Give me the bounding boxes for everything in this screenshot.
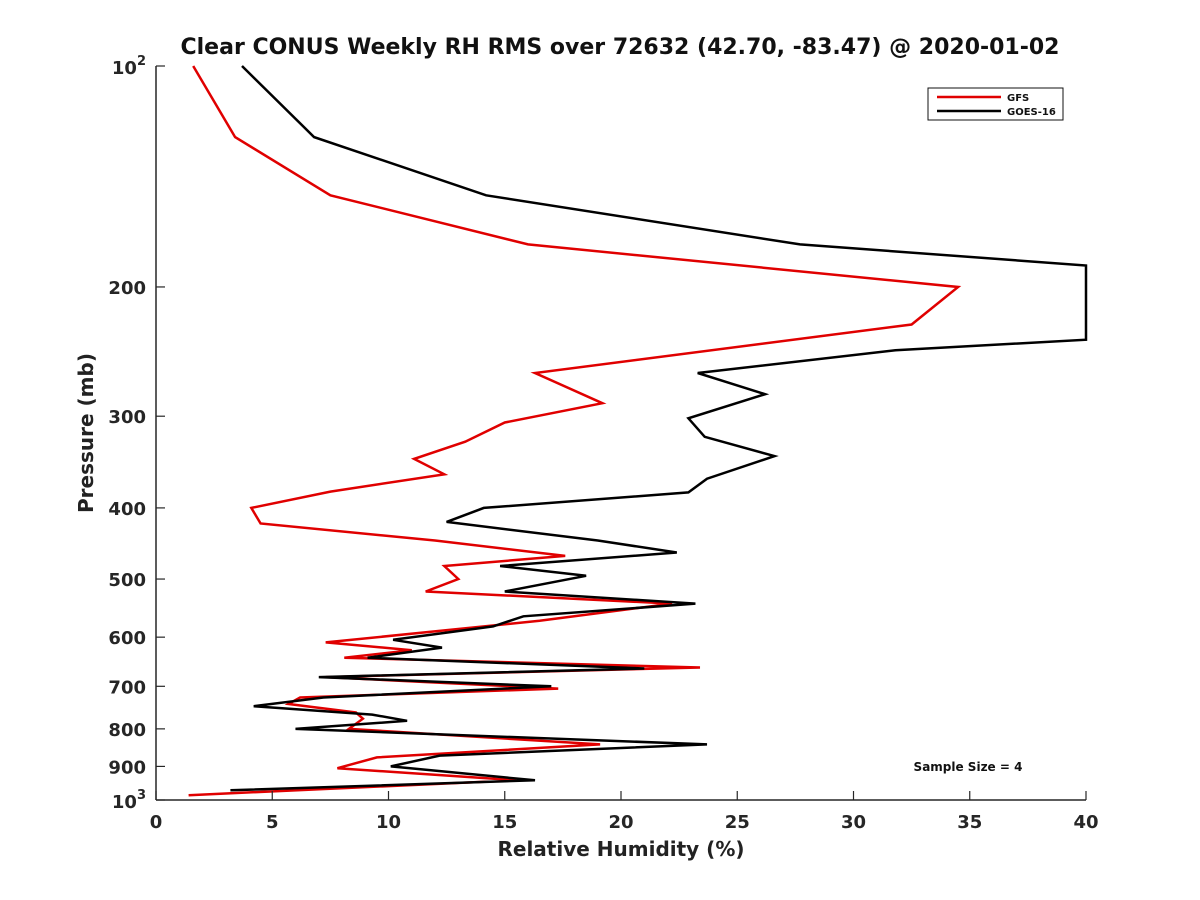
x-tick-label: 0	[150, 812, 163, 833]
legend: GFS GOES-16	[927, 87, 1064, 121]
x-tick-label: 30	[841, 812, 866, 833]
legend-entry-gfs: GFS	[1007, 93, 1029, 104]
y-tick-label: 200	[108, 278, 146, 299]
x-tick-label: 25	[725, 812, 750, 833]
y-axis-ticks: 200 300 400 500 600 700 800 900 102 103	[108, 54, 165, 813]
y-tick-label: 400	[108, 499, 146, 520]
x-axis-label: Relative Humidity (%)	[497, 837, 744, 861]
y-tick-label-power: 103	[112, 788, 146, 813]
y-tick-label: 300	[108, 407, 146, 428]
y-tick-label: 800	[108, 720, 146, 741]
series-layer	[188, 65, 1088, 797]
x-tick-label: 35	[957, 812, 982, 833]
y-tick-label: 700	[108, 677, 146, 698]
chart-title: Clear CONUS Weekly RH RMS over 72632 (42…	[181, 35, 1060, 60]
legend-box	[927, 87, 1064, 121]
y-tick-label-power: 102	[112, 54, 146, 79]
x-tick-label: 20	[608, 812, 633, 833]
x-tick-label: 15	[492, 812, 517, 833]
y-tick-label: 900	[108, 757, 146, 778]
x-tick-label: 40	[1073, 812, 1098, 833]
series-line-gfs	[188, 65, 962, 797]
x-tick-label: 10	[376, 812, 401, 833]
x-axis-ticks: 0 5 10 15 20 25 30 35 40	[150, 791, 1099, 833]
y-axis-label: Pressure (mb)	[74, 353, 98, 513]
x-tick-label: 5	[266, 812, 279, 833]
legend-entry-goes16: GOES-16	[1007, 107, 1056, 118]
y-tick-label: 600	[108, 628, 146, 649]
series-line-goes16	[230, 65, 1088, 792]
sample-size-annotation: Sample Size = 4	[914, 760, 1023, 774]
y-tick-label: 500	[108, 570, 146, 591]
